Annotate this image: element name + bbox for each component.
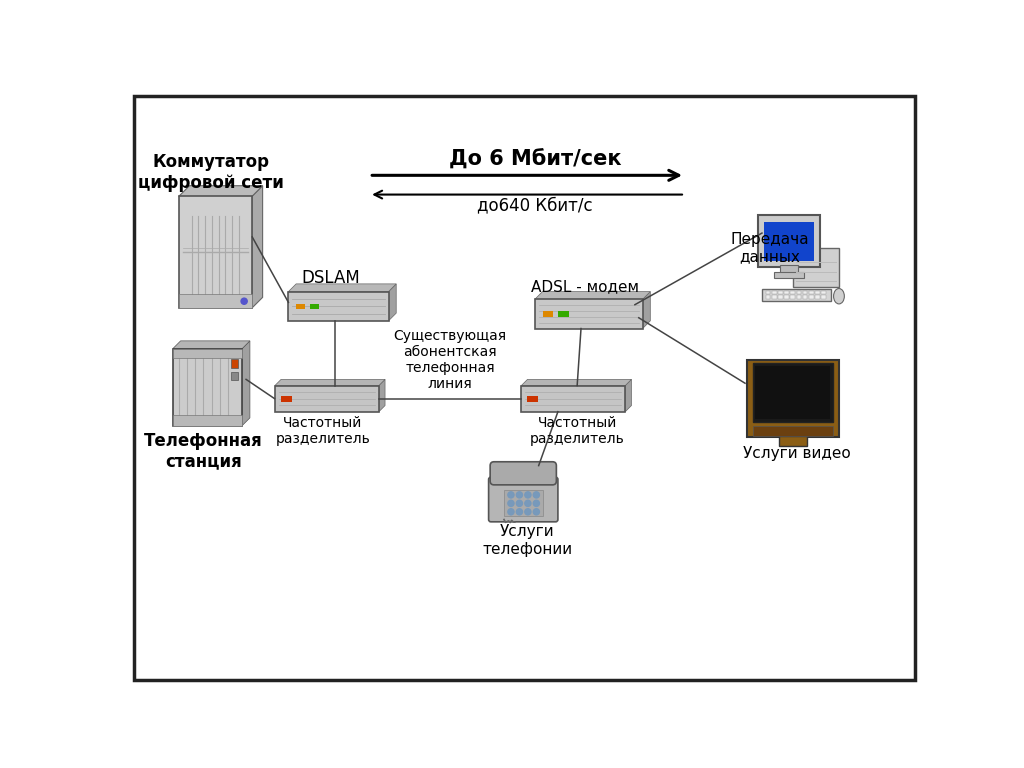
FancyBboxPatch shape bbox=[772, 296, 776, 299]
FancyBboxPatch shape bbox=[793, 249, 839, 287]
FancyBboxPatch shape bbox=[746, 360, 839, 437]
FancyBboxPatch shape bbox=[815, 296, 819, 299]
Polygon shape bbox=[252, 186, 262, 308]
Circle shape bbox=[241, 298, 247, 304]
FancyBboxPatch shape bbox=[797, 296, 801, 299]
Text: Коммутатор
цифровой сети: Коммутатор цифровой сети bbox=[138, 154, 285, 192]
Text: Частотный
разделитель: Частотный разделитель bbox=[275, 415, 371, 445]
FancyBboxPatch shape bbox=[231, 359, 238, 368]
FancyBboxPatch shape bbox=[558, 311, 568, 317]
FancyBboxPatch shape bbox=[173, 349, 243, 358]
FancyBboxPatch shape bbox=[178, 294, 252, 308]
FancyBboxPatch shape bbox=[797, 291, 801, 294]
FancyBboxPatch shape bbox=[772, 291, 776, 294]
FancyBboxPatch shape bbox=[543, 311, 553, 317]
Text: ADSL - модем: ADSL - модем bbox=[530, 280, 639, 295]
Polygon shape bbox=[274, 379, 385, 386]
FancyBboxPatch shape bbox=[173, 415, 243, 425]
FancyBboxPatch shape bbox=[282, 396, 292, 402]
Polygon shape bbox=[173, 341, 250, 349]
FancyBboxPatch shape bbox=[762, 289, 831, 301]
Text: Телефонная
станция: Телефонная станция bbox=[144, 432, 263, 471]
Circle shape bbox=[516, 508, 522, 515]
FancyBboxPatch shape bbox=[815, 291, 819, 294]
FancyBboxPatch shape bbox=[791, 291, 795, 294]
FancyBboxPatch shape bbox=[504, 490, 543, 516]
FancyBboxPatch shape bbox=[766, 291, 770, 294]
FancyBboxPatch shape bbox=[809, 296, 813, 299]
FancyBboxPatch shape bbox=[488, 477, 558, 521]
Polygon shape bbox=[643, 292, 650, 329]
Circle shape bbox=[516, 500, 522, 506]
Text: Существующая
абонентская
телефонная
линия: Существующая абонентская телефонная лини… bbox=[393, 329, 507, 392]
FancyBboxPatch shape bbox=[784, 291, 788, 294]
Polygon shape bbox=[289, 284, 396, 292]
FancyBboxPatch shape bbox=[753, 363, 833, 422]
FancyBboxPatch shape bbox=[527, 396, 539, 402]
FancyBboxPatch shape bbox=[755, 366, 830, 419]
Polygon shape bbox=[535, 292, 650, 300]
FancyBboxPatch shape bbox=[821, 296, 826, 299]
FancyBboxPatch shape bbox=[535, 300, 643, 329]
FancyBboxPatch shape bbox=[753, 426, 833, 435]
FancyBboxPatch shape bbox=[821, 291, 826, 294]
Circle shape bbox=[524, 500, 531, 506]
FancyBboxPatch shape bbox=[134, 96, 915, 680]
FancyBboxPatch shape bbox=[773, 272, 804, 278]
FancyBboxPatch shape bbox=[778, 291, 782, 294]
Circle shape bbox=[524, 508, 531, 515]
Text: До 6 Мбит/сек: До 6 Мбит/сек bbox=[449, 150, 622, 170]
FancyBboxPatch shape bbox=[173, 349, 243, 425]
Text: до640 Кбит/с: до640 Кбит/с bbox=[477, 196, 593, 214]
FancyBboxPatch shape bbox=[758, 214, 819, 267]
FancyBboxPatch shape bbox=[764, 222, 813, 261]
Polygon shape bbox=[521, 379, 632, 386]
Circle shape bbox=[508, 508, 514, 515]
Text: Частотный
разделитель: Частотный разделитель bbox=[529, 415, 625, 445]
Polygon shape bbox=[626, 379, 632, 412]
FancyBboxPatch shape bbox=[784, 296, 788, 299]
FancyBboxPatch shape bbox=[521, 386, 626, 412]
FancyBboxPatch shape bbox=[274, 386, 379, 412]
Circle shape bbox=[516, 492, 522, 498]
FancyBboxPatch shape bbox=[779, 435, 807, 446]
Polygon shape bbox=[243, 341, 250, 425]
Circle shape bbox=[534, 508, 540, 515]
FancyBboxPatch shape bbox=[766, 296, 770, 299]
FancyBboxPatch shape bbox=[803, 296, 807, 299]
Circle shape bbox=[534, 500, 540, 506]
FancyBboxPatch shape bbox=[178, 197, 252, 308]
Circle shape bbox=[508, 500, 514, 506]
Circle shape bbox=[508, 492, 514, 498]
Text: DSLAM: DSLAM bbox=[301, 269, 360, 287]
FancyBboxPatch shape bbox=[803, 291, 807, 294]
FancyBboxPatch shape bbox=[778, 296, 782, 299]
Ellipse shape bbox=[834, 289, 845, 304]
Polygon shape bbox=[379, 379, 385, 412]
FancyBboxPatch shape bbox=[310, 304, 319, 310]
Circle shape bbox=[524, 492, 531, 498]
FancyBboxPatch shape bbox=[289, 292, 388, 321]
Polygon shape bbox=[388, 284, 396, 321]
FancyBboxPatch shape bbox=[779, 266, 798, 273]
FancyBboxPatch shape bbox=[231, 372, 238, 380]
FancyBboxPatch shape bbox=[296, 304, 305, 310]
Circle shape bbox=[534, 492, 540, 498]
FancyBboxPatch shape bbox=[490, 462, 556, 485]
Polygon shape bbox=[178, 186, 262, 197]
Text: Услуги
телефонии: Услуги телефонии bbox=[482, 524, 572, 557]
FancyBboxPatch shape bbox=[791, 296, 795, 299]
Text: Передача
данных: Передача данных bbox=[730, 232, 809, 265]
FancyBboxPatch shape bbox=[809, 291, 813, 294]
Text: Услуги видео: Услуги видео bbox=[742, 446, 851, 462]
